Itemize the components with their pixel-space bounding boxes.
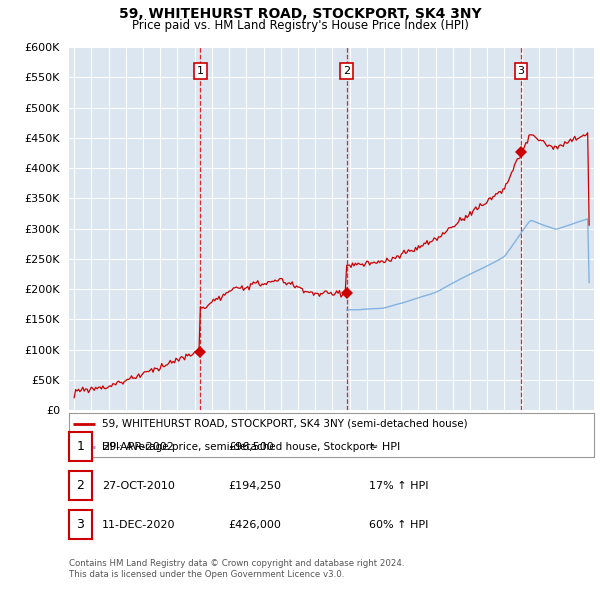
Text: Price paid vs. HM Land Registry's House Price Index (HPI): Price paid vs. HM Land Registry's House …: [131, 19, 469, 32]
Text: 2: 2: [343, 66, 350, 76]
Text: 11-DEC-2020: 11-DEC-2020: [102, 520, 176, 529]
Text: 59, WHITEHURST ROAD, STOCKPORT, SK4 3NY (semi-detached house): 59, WHITEHURST ROAD, STOCKPORT, SK4 3NY …: [101, 419, 467, 428]
Text: ≈ HPI: ≈ HPI: [369, 442, 400, 451]
Text: 29-APR-2002: 29-APR-2002: [102, 442, 174, 451]
Text: HPI: Average price, semi-detached house, Stockport: HPI: Average price, semi-detached house,…: [101, 442, 374, 451]
Text: 3: 3: [76, 518, 85, 531]
Text: Contains HM Land Registry data © Crown copyright and database right 2024.: Contains HM Land Registry data © Crown c…: [69, 559, 404, 568]
Text: 60% ↑ HPI: 60% ↑ HPI: [369, 520, 428, 529]
Text: 1: 1: [197, 66, 204, 76]
Text: 27-OCT-2010: 27-OCT-2010: [102, 481, 175, 490]
Text: £96,500: £96,500: [228, 442, 274, 451]
Text: £426,000: £426,000: [228, 520, 281, 529]
Text: £194,250: £194,250: [228, 481, 281, 490]
Text: 3: 3: [517, 66, 524, 76]
Text: 59, WHITEHURST ROAD, STOCKPORT, SK4 3NY: 59, WHITEHURST ROAD, STOCKPORT, SK4 3NY: [119, 7, 481, 21]
Text: 2: 2: [76, 479, 85, 492]
Text: 1: 1: [76, 440, 85, 453]
Text: 17% ↑ HPI: 17% ↑ HPI: [369, 481, 428, 490]
Text: This data is licensed under the Open Government Licence v3.0.: This data is licensed under the Open Gov…: [69, 571, 344, 579]
